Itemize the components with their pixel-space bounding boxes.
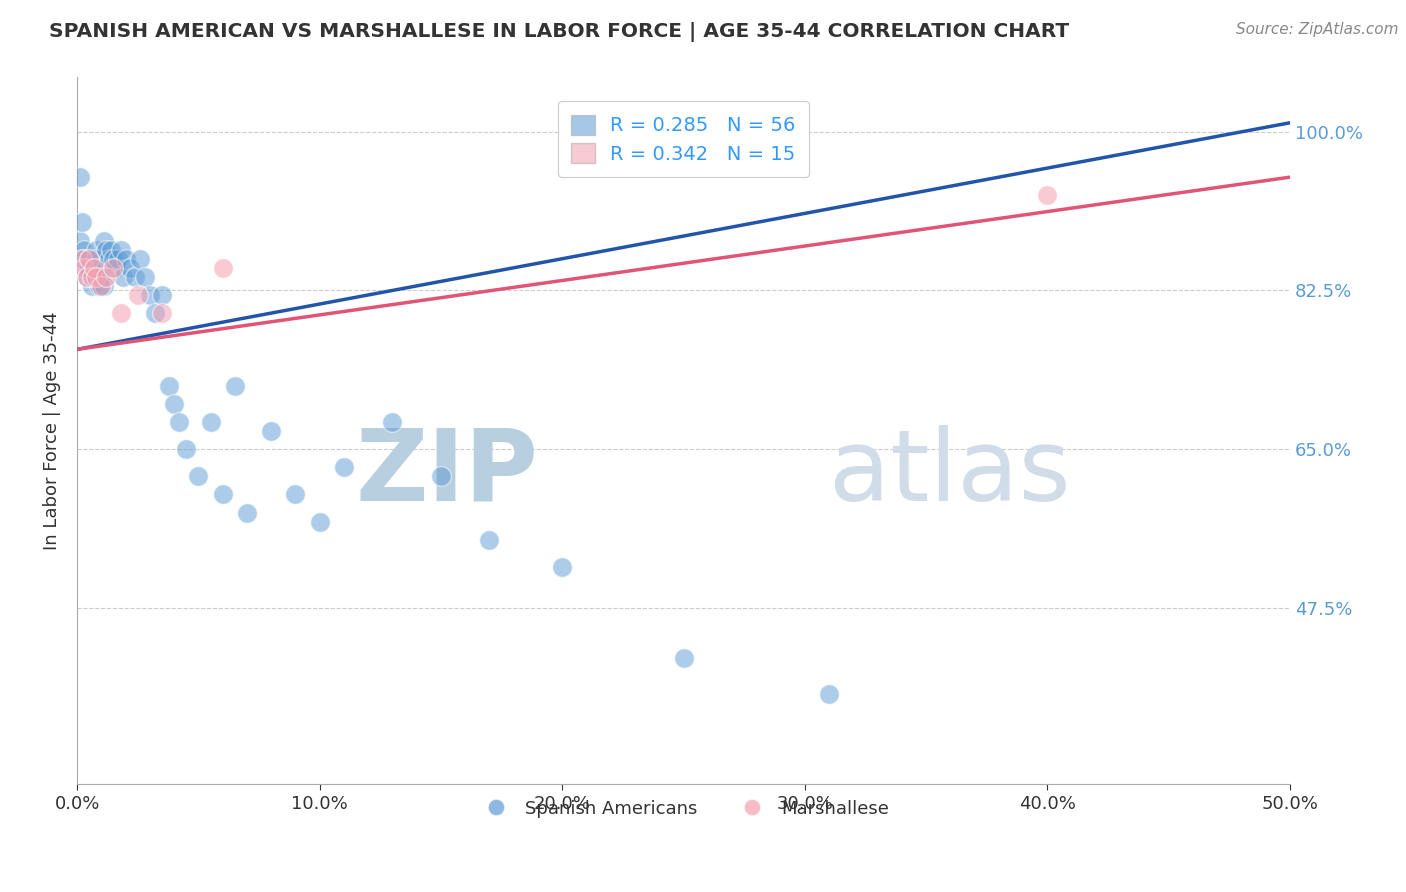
Point: [97, 252, 120, 266]
Point: [381, 415, 404, 429]
Point: [96, 269, 118, 284]
Point: [236, 506, 259, 520]
Point: [200, 415, 222, 429]
Point: [224, 378, 246, 392]
Point: [124, 269, 146, 284]
Point: [83, 269, 105, 284]
Point: [551, 560, 574, 574]
Text: SPANISH AMERICAN VS MARSHALLESE IN LABOR FORCE | AGE 35-44 CORRELATION CHART: SPANISH AMERICAN VS MARSHALLESE IN LABOR…: [49, 22, 1070, 42]
Point: [110, 243, 132, 257]
Legend: Spanish Americans, Marshallese: Spanish Americans, Marshallese: [471, 792, 896, 825]
Point: [139, 288, 162, 302]
Point: [478, 533, 501, 547]
Point: [114, 252, 136, 266]
Point: [96, 243, 118, 257]
Point: [103, 260, 125, 275]
Point: [73, 260, 96, 275]
Point: [103, 252, 125, 266]
Point: [1036, 188, 1059, 202]
Point: [134, 269, 156, 284]
Point: [211, 487, 233, 501]
Point: [150, 306, 173, 320]
Point: [87, 269, 110, 284]
Point: [818, 687, 841, 701]
Point: [260, 424, 283, 438]
Point: [83, 260, 105, 275]
Point: [127, 288, 149, 302]
Point: [87, 279, 110, 293]
Text: Source: ZipAtlas.com: Source: ZipAtlas.com: [1236, 22, 1399, 37]
Point: [308, 515, 330, 529]
Point: [73, 243, 96, 257]
Point: [430, 469, 453, 483]
Point: [80, 279, 103, 293]
Point: [70, 215, 93, 229]
Y-axis label: In Labor Force | Age 35-44: In Labor Force | Age 35-44: [44, 311, 60, 550]
Point: [672, 650, 695, 665]
Point: [157, 378, 180, 392]
Text: ZIP: ZIP: [356, 425, 538, 522]
Point: [150, 288, 173, 302]
Point: [120, 260, 142, 275]
Point: [90, 260, 112, 275]
Point: [284, 487, 307, 501]
Point: [76, 260, 98, 275]
Point: [112, 269, 135, 284]
Point: [77, 252, 100, 266]
Point: [104, 260, 127, 275]
Point: [93, 279, 115, 293]
Point: [83, 260, 105, 275]
Point: [69, 170, 91, 185]
Point: [93, 234, 115, 248]
Point: [90, 269, 112, 284]
Point: [107, 252, 129, 266]
Point: [174, 442, 197, 456]
Point: [86, 252, 108, 266]
Point: [163, 397, 186, 411]
Point: [187, 469, 209, 483]
Point: [80, 269, 103, 284]
Point: [211, 260, 233, 275]
Point: [143, 306, 166, 320]
Point: [77, 252, 100, 266]
Text: atlas: atlas: [830, 425, 1071, 522]
Point: [76, 269, 98, 284]
Point: [80, 269, 103, 284]
Point: [86, 269, 108, 284]
Point: [333, 460, 356, 475]
Point: [100, 243, 122, 257]
Point: [70, 252, 93, 266]
Point: [167, 415, 190, 429]
Point: [110, 306, 132, 320]
Point: [129, 252, 152, 266]
Point: [77, 260, 100, 275]
Point: [76, 269, 98, 284]
Point: [73, 252, 96, 266]
Point: [90, 279, 112, 293]
Point: [69, 234, 91, 248]
Point: [86, 243, 108, 257]
